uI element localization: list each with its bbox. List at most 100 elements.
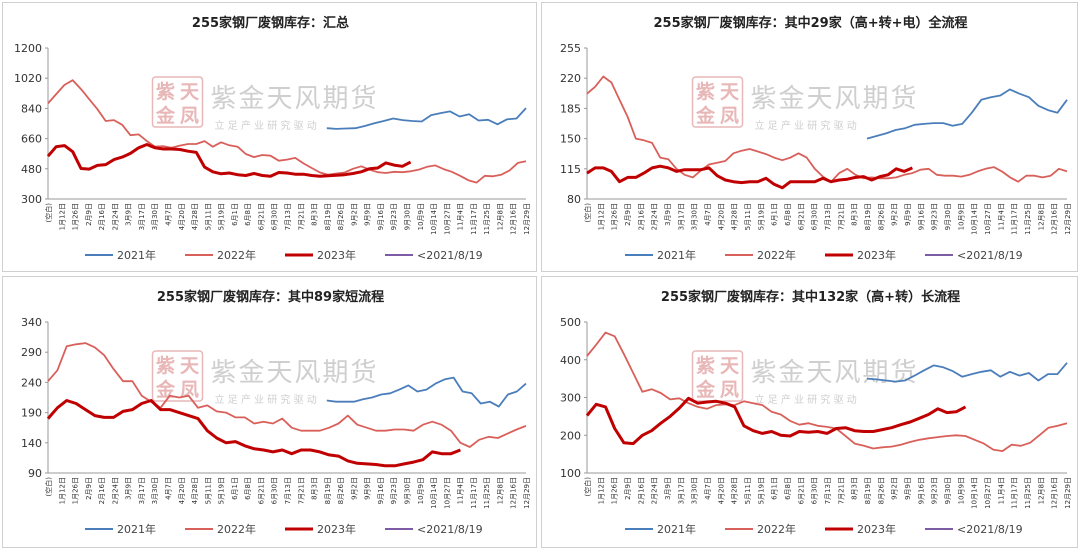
- watermark-text: 紫金天风期货: [751, 358, 919, 388]
- series-line-2021: [866, 88, 1068, 140]
- x-tick-label: 2月24日: [111, 203, 119, 230]
- y-tick-label: 1020: [14, 72, 42, 85]
- x-tick-label: 9月30日: [404, 203, 412, 230]
- x-tick-label: 2月9日: [85, 203, 93, 226]
- legend-label: <2021/8/19: [957, 523, 1023, 536]
- x-tick-label: 9月9日: [364, 477, 372, 500]
- legend-label: 2022年: [217, 522, 256, 536]
- series-line-2022: [47, 342, 527, 448]
- x-tick-label: 11月4日: [997, 203, 1005, 230]
- x-tick-label: 7月21日: [837, 477, 845, 504]
- y-tick-label: 90: [28, 467, 42, 480]
- x-tick-label: (空白): [583, 203, 592, 223]
- x-tick-label: 5月19日: [757, 477, 765, 504]
- watermark-seal-char: 天: [720, 355, 740, 377]
- x-tick-label: 3月9日: [125, 203, 133, 226]
- legend-label: 2021年: [117, 522, 156, 536]
- x-tick-label: 10月27日: [443, 477, 451, 509]
- x-tick-label: 9月30日: [944, 203, 952, 230]
- chart-panel-132-long-process: 255家钢厂废钢库存：其中132家（高+转）长流程紫天金凤紫金天风期货立 足 产…: [541, 276, 1078, 548]
- y-tick-label: 840: [21, 102, 42, 115]
- watermark-seal-char: 天: [720, 81, 740, 103]
- x-tick-label: 9月16日: [377, 203, 385, 230]
- x-tick-label: 3月17日: [138, 203, 146, 230]
- y-tick-label: 300: [21, 193, 42, 206]
- y-tick-label: 480: [21, 163, 42, 176]
- x-tick-label: 6月1日: [231, 203, 239, 226]
- x-tick-label: 5月11日: [204, 477, 212, 504]
- y-tick-label: 1200: [14, 42, 42, 55]
- x-tick-label: 4月7日: [704, 203, 712, 226]
- x-tick-label: 11月4日: [997, 477, 1005, 504]
- x-tick-label: 6月1日: [771, 477, 779, 500]
- y-tick-label: 240: [21, 376, 42, 389]
- x-tick-label: 6月8日: [784, 203, 792, 226]
- x-tick-label: 5月11日: [744, 203, 752, 230]
- x-tick-label: 9月9日: [364, 203, 372, 226]
- series-line-2022: [586, 331, 1068, 453]
- x-tick-label: 9月16日: [917, 203, 925, 230]
- x-tick-label: 10月14日: [430, 203, 438, 235]
- x-tick-label: 6月8日: [244, 477, 252, 500]
- x-tick-label: 6月8日: [784, 477, 792, 500]
- x-tick-label: 10月9日: [417, 203, 425, 230]
- x-tick-label: 3月17日: [138, 477, 146, 504]
- watermark-seal-char: 金: [155, 378, 176, 401]
- x-tick-label: 12月29日: [523, 477, 531, 509]
- x-tick-label: 8月19日: [324, 203, 332, 230]
- x-tick-label: 8月26日: [337, 477, 345, 504]
- x-tick-label: 6月21日: [797, 203, 805, 230]
- watermark-seal-char: 紫: [696, 355, 715, 377]
- x-tick-label: 5月19日: [218, 203, 226, 230]
- chart-panel-29-full-process: 255家钢厂废钢库存：其中29家（高+转+电）全流程紫天金凤紫金天风期货立 足 …: [541, 2, 1078, 272]
- x-tick-label: 9月23日: [931, 203, 939, 230]
- watermark-seal-char: 金: [155, 104, 176, 127]
- y-tick-label: 200: [560, 429, 581, 442]
- y-tick-label: 140: [21, 437, 42, 450]
- x-tick-label: 6月8日: [244, 203, 252, 226]
- watermark-seal-char: 凤: [180, 105, 199, 127]
- x-tick-label: 8月26日: [877, 477, 885, 504]
- legend-label: <2021/8/19: [417, 523, 483, 536]
- x-tick-label: 9月30日: [944, 477, 952, 504]
- x-tick-label: 12月29日: [1064, 203, 1072, 235]
- x-tick-label: 9月16日: [917, 477, 925, 504]
- x-tick-label: 8月26日: [877, 203, 885, 230]
- x-tick-label: 9月30日: [404, 477, 412, 504]
- x-tick-label: 12月16日: [510, 203, 518, 235]
- watermark-seal-char: 紫: [696, 81, 715, 103]
- y-tick-label: 500: [560, 316, 581, 329]
- x-tick-label: 5月11日: [744, 477, 752, 504]
- x-tick-label: 1月26日: [72, 203, 80, 230]
- watermark-seal-char: 凤: [720, 105, 739, 127]
- x-tick-label: 7月13日: [824, 203, 832, 230]
- chart-title: 255家钢厂废钢库存：汇总: [192, 15, 349, 31]
- x-tick-label: 4月7日: [704, 477, 712, 500]
- y-tick-label: 300: [560, 392, 581, 405]
- x-tick-label: 4月20日: [717, 203, 725, 230]
- x-tick-label: 8月3日: [851, 477, 859, 500]
- x-tick-label: 11月4日: [457, 203, 465, 230]
- x-tick-label: 10月14日: [430, 477, 438, 509]
- x-tick-label: 2月9日: [85, 477, 93, 500]
- watermark-seal-char: 金: [695, 104, 716, 127]
- legend-label: <2021/8/19: [957, 249, 1023, 262]
- x-tick-label: 2月24日: [111, 477, 119, 504]
- x-tick-label: 6月30日: [811, 477, 819, 504]
- x-tick-label: 6月30日: [271, 477, 279, 504]
- x-tick-label: 1月12日: [58, 203, 66, 230]
- x-tick-label: 3月9日: [125, 477, 133, 500]
- legend-label: 2022年: [217, 248, 256, 262]
- x-tick-label: 11月4日: [457, 477, 465, 504]
- x-tick-label: 9月23日: [390, 203, 398, 230]
- watermark-seal-char: 凤: [720, 379, 739, 401]
- y-tick-label: 340: [21, 316, 42, 329]
- legend-label: 2021年: [657, 522, 696, 536]
- x-tick-label: 4月28日: [731, 477, 739, 504]
- x-tick-label: 2月16日: [98, 477, 106, 504]
- y-tick-label: 80: [567, 193, 581, 206]
- chart-title: 255家钢厂废钢库存：其中132家（高+转）长流程: [661, 289, 960, 305]
- x-tick-label: 8月3日: [311, 203, 319, 226]
